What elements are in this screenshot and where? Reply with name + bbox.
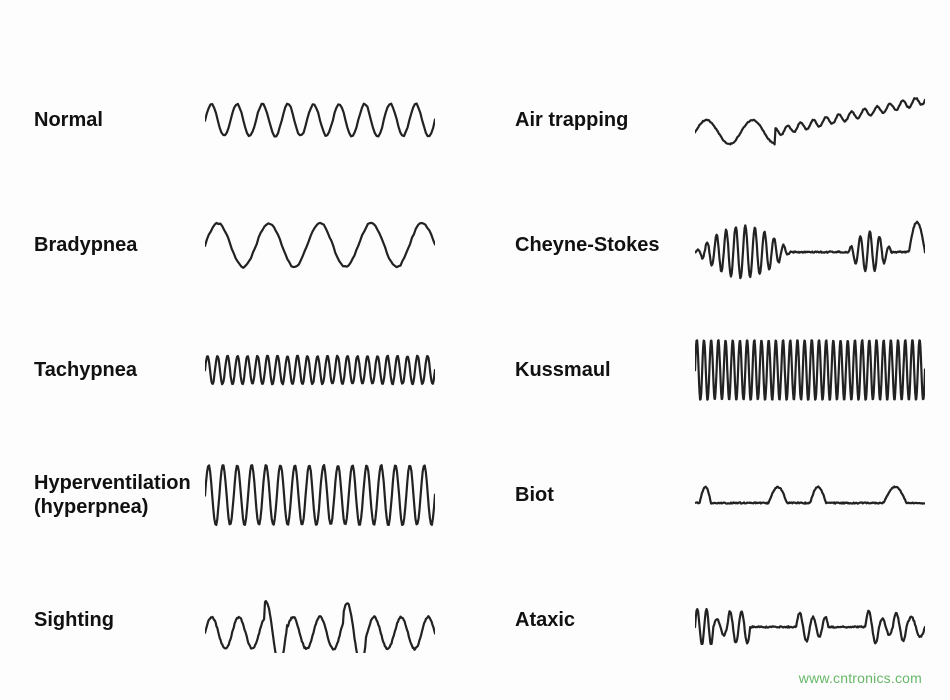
waveform-bradypnea — [205, 215, 465, 275]
pattern-label-air-trapping: Air trapping — [515, 108, 695, 132]
pattern-label-biot: Biot — [515, 483, 695, 507]
pattern-label-tachypnea: Tachypnea — [20, 358, 205, 382]
pattern-label-hyperventilation-hyperpnea-: Hyperventilation (hyperpnea) — [20, 471, 205, 519]
waveform-normal — [205, 95, 465, 145]
waveform-ataxic — [695, 595, 935, 645]
pattern-label-cheyne-stokes: Cheyne-Stokes — [515, 233, 695, 257]
pattern-label-sighting: Sighting — [20, 608, 205, 632]
waveform-cheyne-stokes — [695, 210, 935, 280]
pattern-label-normal: Normal — [20, 108, 205, 132]
pattern-label-bradypnea: Bradypnea — [20, 233, 205, 257]
pattern-label-kussmaul: Kussmaul — [515, 358, 695, 382]
waveform-hyperventilation-hyperpnea- — [205, 460, 465, 530]
pattern-label-ataxic: Ataxic — [515, 608, 695, 632]
waveform-kussmaul — [695, 335, 935, 405]
waveform-air-trapping — [695, 90, 935, 150]
waveform-sighting — [205, 588, 465, 653]
waveform-biot — [695, 475, 935, 515]
watermark-text: www.cntronics.com — [799, 670, 922, 686]
waveform-tachypnea — [205, 348, 465, 393]
